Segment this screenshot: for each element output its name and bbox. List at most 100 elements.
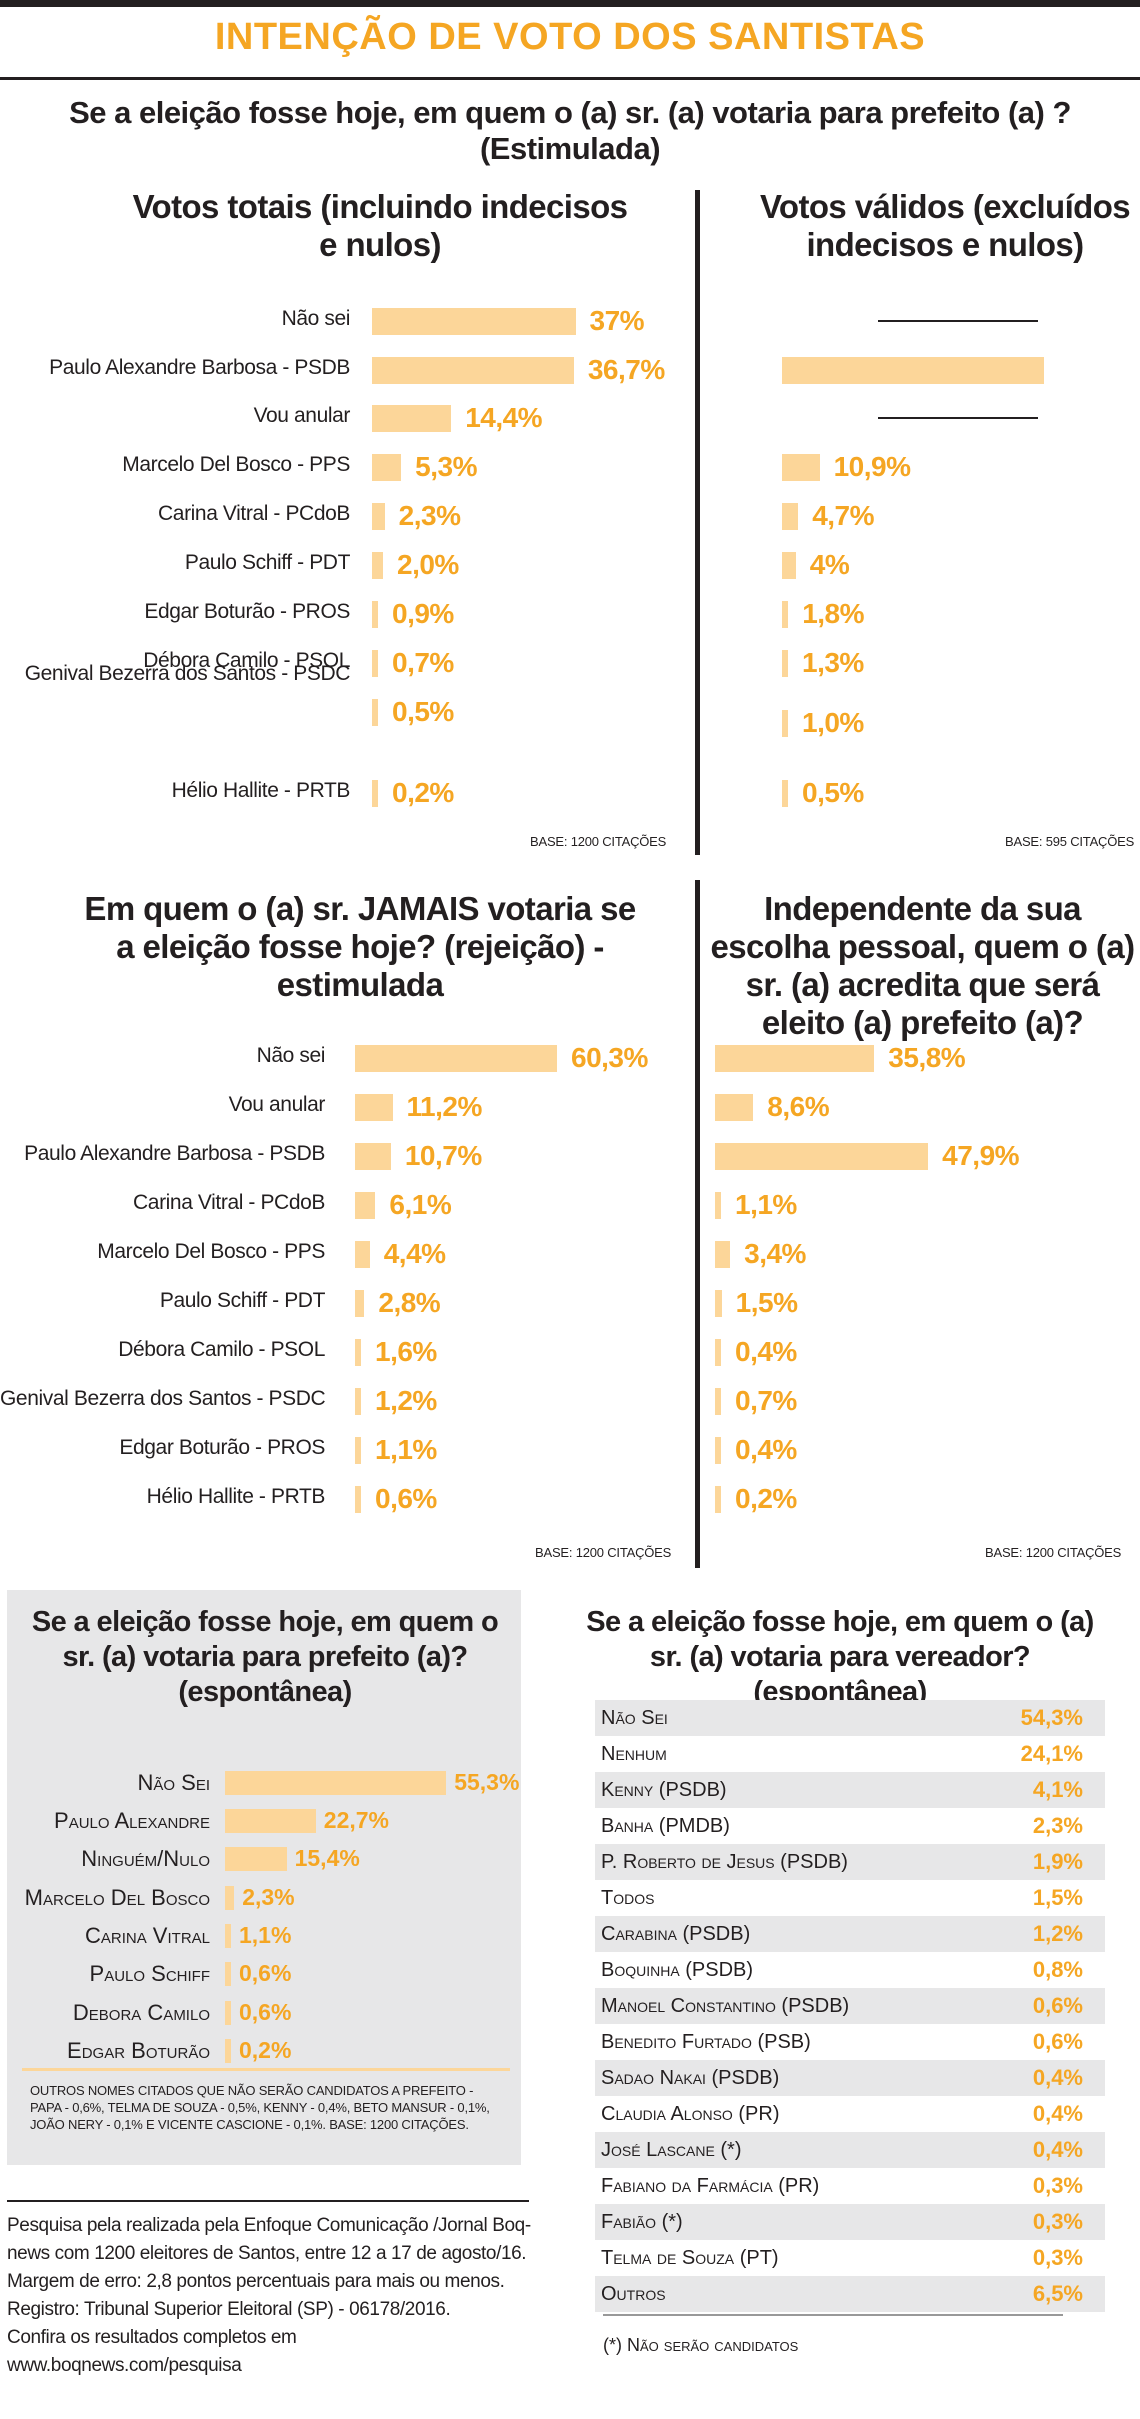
bar-paulo-schiff-pdt (372, 552, 383, 579)
chart-title-espontanea-prefeito: Se a eleição fosse hoje, em quem o sr. (… (31, 1606, 499, 1708)
page-title: INTENÇÃO DE VOTO DOS SANTISTAS (214, 16, 926, 58)
bar-debora-camilo-psol (782, 650, 788, 677)
bar-genival-bezerra-dos-santos-psdc (715, 1388, 721, 1415)
table-cell-value: 6,5% (1032, 2281, 1083, 2306)
category-label-genival-bezerra-dos-santos-psdc: Genival Bezerra dos Santos - PSDC (0, 1387, 326, 1410)
category-label-carina-vitral-pcdob: Carina Vitral - PCdoB (133, 1191, 325, 1214)
table-row: Outros 6,5% (595, 2276, 1105, 2312)
value-label-nao-sei: 55,3% (454, 1769, 520, 1795)
value-label-helio-hallite-prtb: 0,5% (802, 777, 864, 808)
bar-marcelo-del-bosco-pps (372, 454, 402, 481)
table-row: P. Roberto de Jesus (PSDB) 1,9% (595, 1844, 1105, 1880)
value-label-carina-vitral-pcdob: 4,7% (812, 500, 875, 531)
table-cell-value: 2,3% (1032, 1813, 1083, 1838)
chart-title-vereador: Se a eleição fosse hoje, em quem o (a) s… (586, 1606, 1094, 1708)
bar-helio-hallite-prtb (372, 780, 378, 807)
bar-edgar-boturao-pros (782, 601, 789, 628)
category-label-vou-anular: Vou anular (228, 1093, 326, 1116)
base-rejeicao: BASE: 1200 CITAÇÕES (535, 1545, 672, 1560)
bar-paulo-schiff (225, 1962, 231, 1986)
bar-marcelo-del-bosco-pps (355, 1241, 370, 1268)
category-label-genival-bezerra-dos-santos-psdc: Genival Bezerra dos Santos - PSDC (24, 662, 351, 685)
footer-line: Registro: Tribunal Superior Eleitoral (S… (7, 2299, 451, 2320)
table-row: Não Sei 54,3% (595, 1700, 1105, 1736)
table-row: Claudia Alonso (PR) 0,4% (595, 2096, 1105, 2132)
table-cell-value: 0,4% (1032, 2101, 1083, 2126)
no-value-dash (878, 417, 1038, 419)
value-label-debora-camilo-psol: 0,7% (392, 647, 454, 678)
table-cell-value: 0,3% (1032, 2209, 1083, 2234)
value-label-genival-bezerra-dos-santos-psdc: 1,2% (375, 1385, 437, 1416)
category-label-nao-sei: Não sei (256, 1044, 326, 1067)
category-label-paulo-schiff: Paulo Schiff (89, 1961, 210, 1986)
category-label-paulo-schiff-pdt: Paulo Schiff - PDT (159, 1289, 326, 1312)
category-label-debora-camilo-psol: Débora Camilo - PSOL (118, 1338, 325, 1361)
category-label-helio-hallite-prtb: Hélio Hallite - PRTB (171, 779, 351, 802)
category-label-edgar-boturao: Edgar Boturão (67, 2038, 210, 2063)
base-quem-sera-eleito: BASE: 1200 CITAÇÕES (985, 1545, 1122, 1560)
table-cell-name: Outros (601, 2282, 666, 2305)
value-label-marcelo-del-bosco-pps: 10,9% (833, 451, 911, 482)
category-label-carina-vitral-pcdob: Carina Vitral - PCdoB (158, 502, 350, 525)
bar-carina-vitral-pcdob (372, 503, 385, 530)
bar-paulo-schiff-pdt (715, 1290, 722, 1317)
value-label-helio-hallite-prtb: 0,2% (392, 777, 454, 808)
table-row: Sadao Nakai (PSDB) 0,4% (595, 2060, 1105, 2096)
vertical-divider-middle (695, 880, 700, 1568)
value-label-nao-sei: 37% (589, 305, 645, 336)
table-cell-value: 54,3% (1020, 1705, 1083, 1730)
table-cell-name: Fabiano da Farmácia (PR) (601, 2174, 820, 2197)
value-label-paulo-schiff-pdt: 1,5% (735, 1287, 798, 1318)
value-label-nao-sei: 60,3% (571, 1042, 648, 1073)
value-label-genival-bezerra-dos-santos-psdc: 1,0% (802, 707, 864, 738)
table-cell-value: 24,1% (1020, 1741, 1083, 1766)
bar-edgar-boturao-pros (715, 1437, 721, 1464)
table-cell-value: 0,6% (1032, 1993, 1083, 2018)
value-label-paulo-alexandre: 22,7% (323, 1807, 390, 1833)
bar-vou-anular (372, 405, 452, 432)
category-label-paulo-alexandre: Paulo Alexandre (54, 1808, 210, 1833)
category-label-helio-hallite-prtb: Hélio Hallite - PRTB (146, 1485, 326, 1508)
value-label-debora-camilo: 0,6% (239, 1999, 292, 2025)
table-row: Nenhum 24,1% (595, 1736, 1105, 1772)
bar-debora-camilo (225, 2001, 231, 2025)
value-label-edgar-boturao: 0,2% (239, 2037, 292, 2063)
table-cell-value: 0,6% (1032, 2029, 1083, 2054)
table-cell-value: 0,4% (1032, 2065, 1083, 2090)
bar-paulo-alexandre-barbosa-psdb (372, 357, 574, 384)
value-label-carina-vitral: 1,1% (239, 1922, 292, 1948)
others-note: OUTROS NOMES CITADOS QUE NÃO SERÃO CANDI… (30, 2083, 490, 2132)
table-cell-name: Manoel Constantino (PSDB) (601, 1994, 850, 2017)
table-cell-name: Claudia Alonso (PR) (601, 2102, 780, 2125)
base-votos-validos: BASE: 595 CITAÇÕES (1005, 834, 1135, 849)
bar-marcelo-del-bosco-pps (715, 1241, 731, 1268)
category-label-marcelo-del-bosco-pps: Marcelo Del Bosco - PPS (97, 1240, 325, 1263)
base-votos-totais: BASE: 1200 CITAÇÕES (530, 834, 667, 849)
chart-title-votos-validos: Votos válidos (excluídos indecisos e nul… (759, 188, 1131, 263)
bar-debora-camilo-psol (355, 1339, 361, 1366)
bar-paulo-alexandre (225, 1809, 316, 1833)
bar-helio-hallite-prtb (715, 1486, 721, 1513)
category-label-paulo-schiff-pdt: Paulo Schiff - PDT (184, 551, 351, 574)
category-label-paulo-alexandre-barbosa-psdb: Paulo Alexandre Barbosa - PSDB (49, 356, 350, 379)
bar-nao-sei (715, 1045, 875, 1072)
bar-edgar-boturao (225, 2039, 231, 2063)
table-footnote: (*) Não serão candidatos (603, 2335, 799, 2355)
category-label-debora-camilo: Debora Camilo (72, 2000, 210, 2025)
chart-title-votos-totais: Votos totais (incluindo indecisos e nulo… (132, 188, 628, 263)
bar-edgar-boturao-pros (355, 1437, 361, 1464)
value-label-paulo-schiff-pdt: 2,0% (397, 549, 459, 580)
footer-line: Confira os resultados completos em www.b… (7, 2327, 297, 2376)
table-row: José Lascane (*) 0,4% (595, 2132, 1105, 2168)
table-cell-name: José Lascane (*) (601, 2138, 742, 2161)
value-label-marcelo-del-bosco-pps: 3,4% (744, 1238, 806, 1269)
category-label-paulo-alexandre-barbosa-psdb: Paulo Alexandre Barbosa - PSDB (24, 1142, 325, 1165)
value-label-paulo-alexandre-barbosa-psdb: 10,7% (404, 1140, 482, 1171)
table-cell-value: 4,1% (1032, 1777, 1083, 1802)
value-label-helio-hallite-prtb: 0,2% (735, 1483, 797, 1514)
bar-helio-hallite-prtb (782, 780, 788, 807)
value-label-paulo-alexandre-barbosa-psdb: 36,7% (587, 354, 665, 385)
table-cell-name: Telma de Souza (PT) (601, 2246, 779, 2269)
table-cell-name: Nenhum (601, 1742, 667, 1765)
category-label-edgar-boturao-pros: Edgar Boturão - PROS (144, 600, 350, 623)
